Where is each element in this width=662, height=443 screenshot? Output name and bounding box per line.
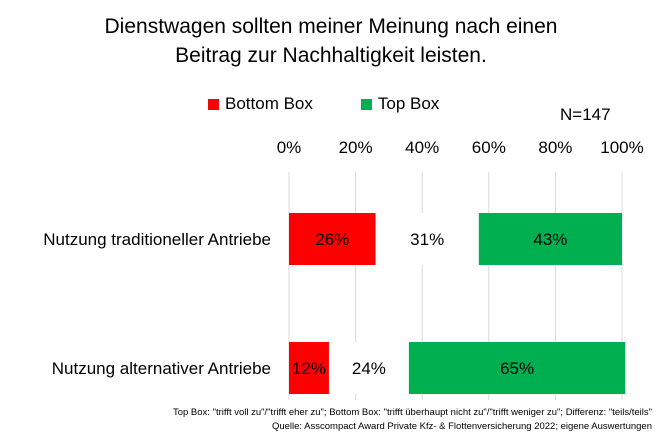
chart-title: Dienstwagen sollten meiner Meinung nach … (0, 12, 662, 70)
x-tick-label: 100% (600, 138, 643, 157)
data-label: 12% (292, 359, 326, 378)
chart-title-line-2: Beitrag zur Nachhaltigkeit leisten. (175, 44, 487, 67)
bar-segment (289, 213, 376, 265)
x-tick-label: 40% (405, 138, 439, 157)
data-label: 31% (410, 230, 444, 249)
bar-segment (478, 213, 622, 265)
category-label: Nutzung traditioneller Antriebe (43, 230, 271, 249)
category-label: Nutzung alternativer Antriebe (52, 359, 271, 378)
legend-item-bottom-box: Bottom Box (208, 94, 313, 114)
legend-label-bottom-box: Bottom Box (225, 94, 313, 113)
bar-segment (289, 342, 329, 394)
x-tick-label: 80% (538, 138, 572, 157)
data-label: 43% (533, 230, 567, 249)
sample-size-label: N=147 (560, 105, 611, 124)
bar-segment (375, 213, 479, 265)
x-tick-label: 0% (277, 138, 302, 157)
legend-item-top-box: Top Box (360, 94, 440, 114)
data-label: 24% (352, 359, 386, 378)
legend-swatch-bottom-box (208, 98, 219, 110)
chart-title-line-1: Dienstwagen sollten meiner Meinung nach … (104, 15, 558, 38)
data-label: 65% (500, 359, 534, 378)
bar-segment (408, 342, 626, 394)
legend-label-top-box: Top Box (377, 94, 440, 113)
x-tick-label: 20% (339, 138, 373, 157)
legend-swatch-top-box (360, 98, 372, 110)
x-tick-label: 60% (472, 138, 506, 157)
footnote-definitions: Top Box: "trifft voll zu"/"trifft eher z… (172, 407, 652, 418)
bar-segment (328, 342, 409, 394)
data-label: 26% (315, 230, 349, 249)
chart-legend: Bottom Box Top Box (208, 93, 439, 115)
footnote-source: Quelle: Asscompact Award Private Kfz- & … (271, 421, 652, 432)
